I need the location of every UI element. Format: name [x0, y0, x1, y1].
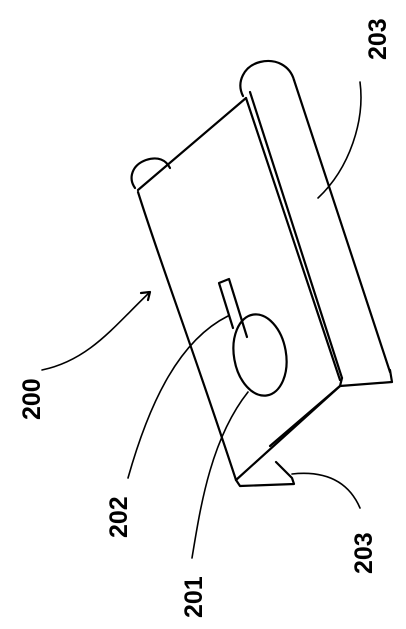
plate-fold-edge — [246, 98, 340, 380]
leader-202 — [128, 316, 228, 478]
leader-203-top — [318, 82, 361, 198]
keyhole-circle-201 — [227, 310, 292, 400]
label-203-bottom: 203 — [350, 532, 378, 574]
flange-203-top — [240, 61, 392, 386]
plate-200 — [138, 98, 340, 480]
left-rolled-tab — [132, 158, 170, 188]
flange-bottom-face — [236, 386, 340, 486]
flange-outer-edge — [294, 80, 390, 372]
leader-201 — [192, 392, 248, 558]
flange-top-curl — [240, 61, 294, 96]
flange-bottom-inner — [270, 386, 340, 446]
flange-203-bottom — [236, 386, 340, 486]
keyhole-slot-202 — [219, 279, 247, 337]
label-201: 201 — [180, 576, 208, 618]
leader-203-bottom — [292, 473, 360, 508]
keyhole-opening — [219, 279, 293, 400]
plate-top-edge — [138, 98, 246, 190]
flange-inner-edge — [250, 92, 342, 378]
label-203-top: 203 — [364, 18, 392, 60]
leader-200 — [42, 292, 150, 370]
flange-end — [340, 370, 392, 386]
label-202: 202 — [105, 496, 133, 538]
label-200: 200 — [18, 378, 46, 420]
